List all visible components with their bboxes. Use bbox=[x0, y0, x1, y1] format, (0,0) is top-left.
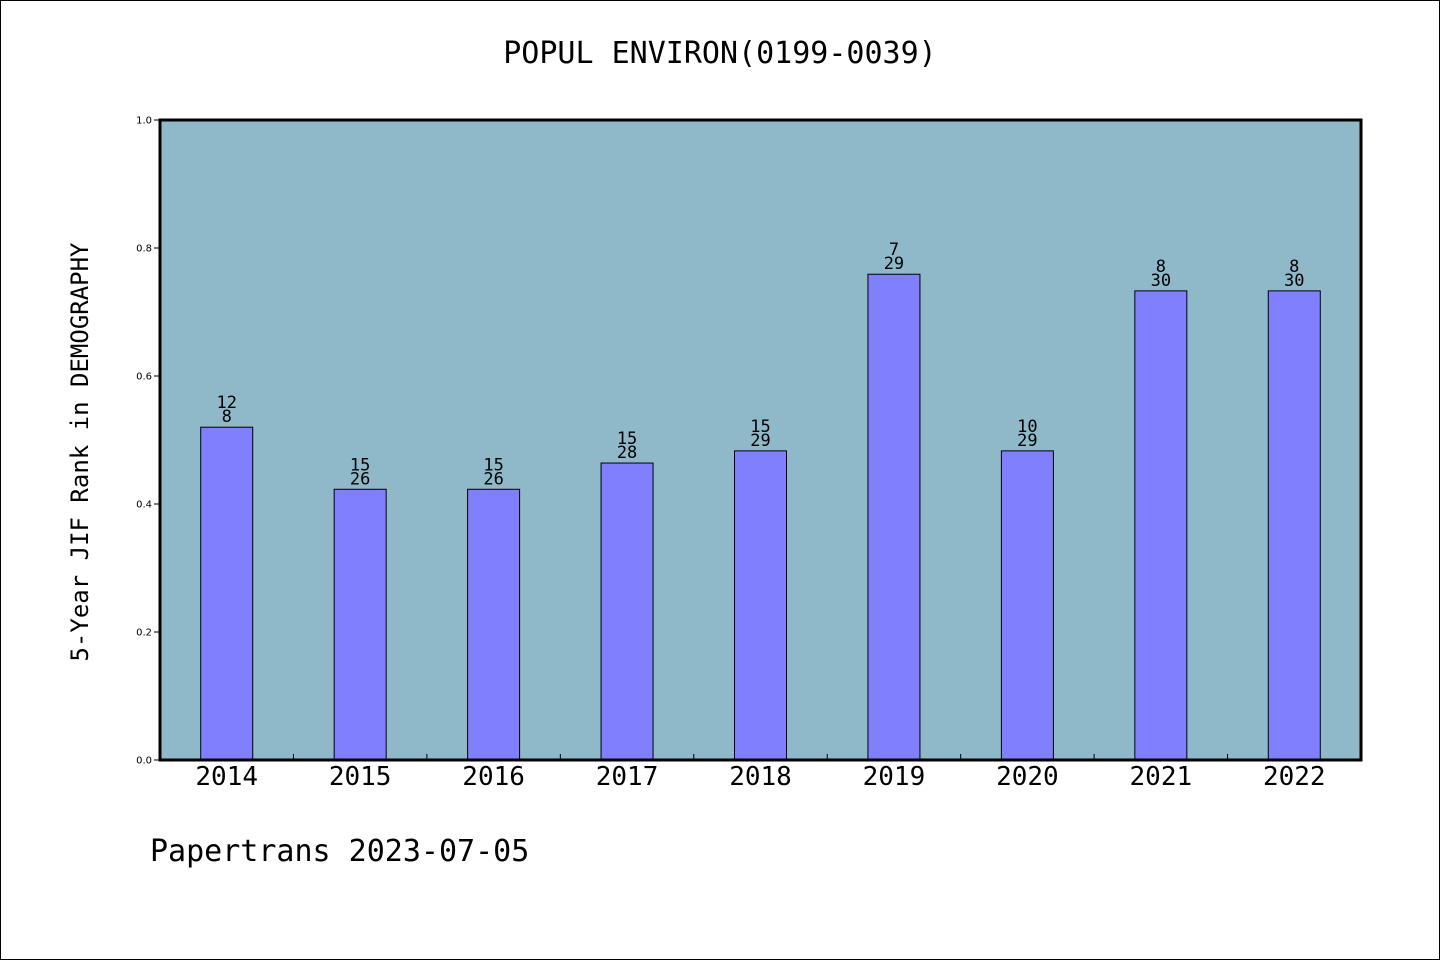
bar-2017 bbox=[600, 462, 654, 761]
bar-rank-label: 8 bbox=[1156, 257, 1166, 277]
bar-2020 bbox=[1000, 450, 1054, 761]
bar-rank-label: 12 bbox=[216, 393, 236, 413]
x-tick-label: 2017 bbox=[596, 762, 659, 792]
x-tick-label: 2016 bbox=[462, 762, 525, 792]
bar-total-label: 26 bbox=[483, 469, 503, 489]
x-tick-label: 2021 bbox=[1130, 762, 1193, 792]
x-tick-label: 2019 bbox=[863, 762, 926, 792]
x-tick-label: 2022 bbox=[1263, 762, 1326, 792]
bar-total-label: 28 bbox=[617, 443, 637, 463]
bar-2022 bbox=[1267, 290, 1321, 761]
chart-title: POPUL ENVIRON(0199-0039) bbox=[503, 36, 937, 71]
bar-rank-label: 15 bbox=[483, 455, 503, 475]
bar-total-label: 30 bbox=[1284, 271, 1304, 291]
bar-total-label: 26 bbox=[350, 469, 370, 489]
y-tick-label: 0.0 bbox=[136, 756, 152, 767]
x-tick-label: 2014 bbox=[195, 762, 258, 792]
x-tick-label: 2018 bbox=[729, 762, 792, 792]
bar-total-label: 29 bbox=[1017, 431, 1037, 451]
y-tick-label: 0.6 bbox=[136, 372, 152, 383]
bar-total-label: 30 bbox=[1151, 271, 1171, 291]
footer-note: Papertrans 2023-07-05 bbox=[150, 834, 530, 869]
bar-total-label: 8 bbox=[222, 407, 232, 427]
bar-rank-label: 15 bbox=[750, 417, 770, 437]
bar-2015 bbox=[333, 488, 387, 761]
x-tick-label: 2020 bbox=[996, 762, 1059, 792]
bar-total-label: 29 bbox=[884, 254, 904, 274]
y-tick-label: 0.2 bbox=[136, 628, 152, 639]
bar-2014 bbox=[200, 426, 254, 761]
y-tick-label: 0.8 bbox=[136, 244, 152, 255]
x-tick-label: 2015 bbox=[329, 762, 392, 792]
y-tick-label: 1.0 bbox=[136, 116, 152, 127]
bar-2021 bbox=[1134, 290, 1188, 761]
bar-rank-label: 15 bbox=[617, 429, 637, 449]
bar-rank-label: 7 bbox=[889, 240, 899, 260]
bar-total-label: 29 bbox=[750, 431, 770, 451]
bar-2018 bbox=[734, 450, 787, 761]
bar-rank-label: 15 bbox=[350, 455, 370, 475]
bar-rank-label: 10 bbox=[1017, 417, 1037, 437]
bar-rank-label: 8 bbox=[1289, 257, 1299, 277]
bar-2019 bbox=[867, 273, 921, 761]
y-tick-label: 0.4 bbox=[136, 500, 152, 511]
plot-border bbox=[158, 118, 1363, 762]
bar-2016 bbox=[467, 488, 521, 761]
